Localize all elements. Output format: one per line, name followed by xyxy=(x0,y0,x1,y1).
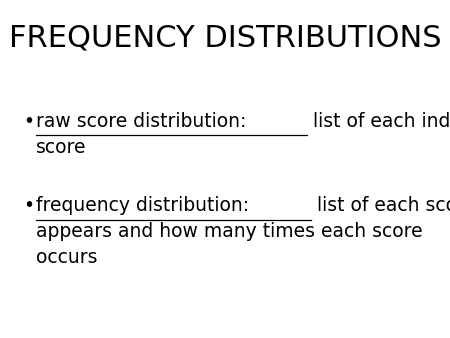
Text: FREQUENCY DISTRIBUTIONS: FREQUENCY DISTRIBUTIONS xyxy=(9,24,441,53)
Text: •: • xyxy=(23,196,35,215)
Text: list of each individual’s: list of each individual’s xyxy=(307,112,450,130)
Text: frequency distribution:: frequency distribution: xyxy=(36,196,249,215)
Text: list of each score that: list of each score that xyxy=(311,196,450,215)
Text: •: • xyxy=(23,112,35,130)
Text: raw score distribution:: raw score distribution: xyxy=(36,112,247,130)
Text: score: score xyxy=(36,138,86,157)
Text: appears and how many times each score: appears and how many times each score xyxy=(36,222,423,241)
Text: occurs: occurs xyxy=(36,248,98,267)
